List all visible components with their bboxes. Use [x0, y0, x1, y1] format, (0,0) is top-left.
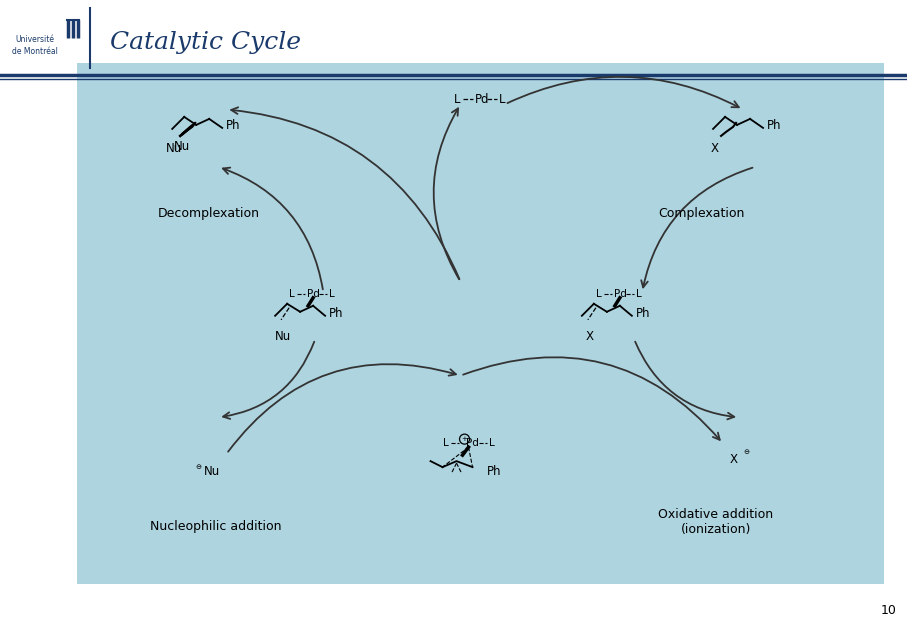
Text: Ph: Ph — [767, 119, 782, 132]
FancyArrowPatch shape — [231, 107, 460, 279]
Text: Decomplexation: Decomplexation — [158, 208, 259, 221]
Text: L: L — [499, 92, 505, 106]
Text: X: X — [711, 142, 719, 155]
Text: L: L — [443, 438, 449, 448]
Text: Université
de Montréal: Université de Montréal — [12, 35, 58, 56]
FancyArrowPatch shape — [635, 342, 735, 419]
Text: Ph: Ph — [636, 308, 650, 320]
Bar — [77, 62, 884, 584]
Text: $^{\ominus}$: $^{\ominus}$ — [744, 449, 751, 459]
Text: Pd: Pd — [474, 92, 489, 106]
Text: X: X — [729, 452, 737, 466]
FancyArrowPatch shape — [223, 342, 314, 419]
Text: 10: 10 — [881, 604, 897, 617]
Text: Ph: Ph — [226, 119, 240, 132]
Text: L: L — [489, 438, 494, 448]
FancyArrowPatch shape — [223, 168, 323, 289]
FancyArrowPatch shape — [641, 168, 753, 288]
Text: Ph: Ph — [329, 308, 344, 320]
FancyArrowPatch shape — [228, 364, 456, 452]
Text: Nu: Nu — [204, 465, 220, 478]
Text: L: L — [329, 289, 335, 299]
Text: Pd: Pd — [465, 438, 478, 448]
Text: Nu: Nu — [275, 330, 291, 342]
Text: Oxidative addition
(ionization): Oxidative addition (ionization) — [658, 508, 774, 536]
Text: Nu: Nu — [174, 140, 190, 153]
Text: Ph: Ph — [486, 464, 501, 478]
Text: Nu: Nu — [166, 142, 182, 155]
Text: X: X — [586, 330, 594, 342]
Text: Pd: Pd — [307, 289, 320, 299]
FancyArrowPatch shape — [507, 77, 739, 108]
Text: Nucleophilic addition: Nucleophilic addition — [150, 521, 281, 534]
Text: Complexation: Complexation — [658, 208, 745, 221]
Text: L: L — [289, 289, 295, 299]
FancyArrowPatch shape — [463, 357, 720, 440]
Text: L: L — [454, 92, 461, 106]
FancyArrowPatch shape — [434, 108, 459, 279]
Text: $^{\ominus}$: $^{\ominus}$ — [195, 464, 202, 474]
Text: L: L — [636, 289, 641, 299]
Text: L: L — [596, 289, 602, 299]
Text: Catalytic Cycle: Catalytic Cycle — [110, 31, 301, 54]
Text: +: + — [462, 436, 467, 442]
Text: Pd: Pd — [614, 289, 627, 299]
